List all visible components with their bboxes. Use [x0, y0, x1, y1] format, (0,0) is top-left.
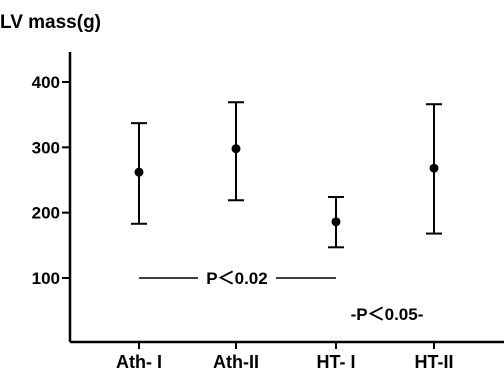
x-tick-label: HT- I [317, 352, 356, 372]
y-tick-label: 200 [32, 204, 60, 223]
annotations: P＜0.02 -P＜0.05- [139, 269, 423, 324]
y-tick-label: 100 [32, 269, 60, 288]
x-tick-label: Ath- I [116, 352, 162, 372]
x-tick-label: HT-II [415, 352, 454, 372]
y-ticks: 100 200 300 400 [32, 73, 70, 288]
data-points [134, 144, 439, 227]
y-tick-label: 300 [32, 138, 60, 157]
data-point [231, 144, 241, 154]
y-tick-label: 400 [32, 73, 60, 92]
data-point [331, 217, 341, 227]
annotation-p-value: P＜0.02 [206, 269, 267, 288]
x-ticks: Ath- I Ath-II HT- I HT-II [116, 342, 454, 372]
axes [68, 52, 504, 344]
annotation-p-value: -P＜0.05- [351, 305, 424, 324]
x-tick-label: Ath-II [213, 352, 259, 372]
error-bars [131, 101, 442, 249]
data-point [134, 167, 144, 177]
chart-title: LV mass(g) [0, 12, 101, 33]
data-point [429, 163, 439, 173]
